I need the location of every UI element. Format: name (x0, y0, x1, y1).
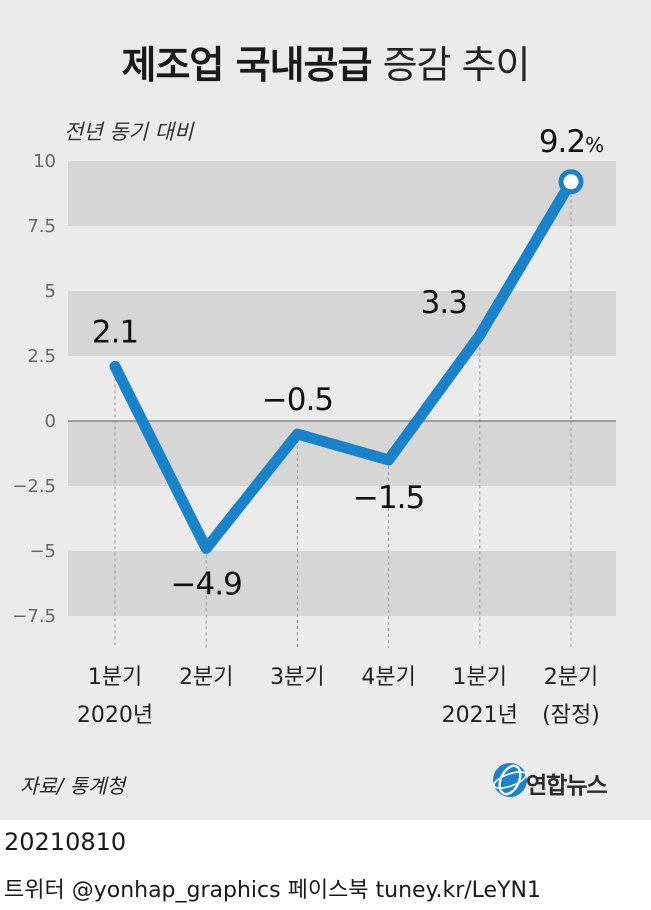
data-markers (558, 169, 584, 195)
data-label: 3.3 (421, 285, 467, 321)
grid-bands (68, 161, 616, 616)
x-category-label: 4분기 (361, 665, 415, 690)
data-label: −4.9 (171, 566, 242, 602)
x-category-label: 3분기 (270, 665, 324, 690)
x-category-sublabel: 2020년 (77, 703, 153, 728)
y-tick-label: 10 (33, 151, 56, 172)
y-tick-label: 2.5 (27, 346, 56, 367)
data-label: 9.2% (539, 124, 603, 160)
category-guide-lines (114, 181, 572, 648)
x-category-label: 1분기 (88, 665, 142, 690)
y-axis-ticks: 10 7.5 5 2.5 0 −2.5 −5 −7.5 (12, 151, 56, 627)
data-label: −1.5 (353, 480, 424, 516)
y-tick-label: 0 (45, 411, 56, 432)
y-axis-unit-label: 전년 동기 대비 (64, 120, 194, 144)
x-axis-categories: 1분기 2020년 2분기 3분기 4분기 1분기 2021년 2분기 (잠정) (77, 665, 600, 728)
publish-date: 20210810 (4, 828, 127, 856)
chart-title: 제조업 국내공급 증감 추이 (0, 34, 651, 89)
footer: 20210810 트위터 @yonhap_graphics 페이스북 tuney… (0, 820, 651, 910)
series-line (109, 176, 577, 554)
x-category-sublabel: 2021년 (442, 703, 518, 728)
data-label: −0.5 (262, 382, 333, 418)
y-tick-label: −7.5 (12, 606, 56, 627)
grid-band (68, 551, 616, 616)
grid-band (68, 161, 616, 226)
source-note: 자료/ 통계청 (20, 774, 126, 798)
end-point-marker (558, 169, 584, 195)
x-category-label: 2분기 (544, 665, 598, 690)
infographic-background: 제조업 국내공급 증감 추이 전년 동기 대비 10 7.5 5 2.5 0 −2.5 −5… (0, 0, 651, 820)
social-links: 트위터 @yonhap_graphics 페이스북 tuney.kr/LeYN1 (4, 878, 541, 903)
y-tick-label: −5 (29, 541, 56, 562)
data-labels: 2.1 −4.9 −0.5 −1.5 3.3 9.2% (92, 124, 604, 603)
x-category-label: 2분기 (179, 665, 233, 690)
yonhap-logo-text: 연합뉴스 (526, 773, 608, 799)
grid-band (68, 291, 616, 356)
data-label: 2.1 (92, 314, 138, 350)
y-tick-label: 7.5 (27, 216, 56, 237)
line-chart: 10 7.5 5 2.5 0 −2.5 −5 −7.5 2.1 −4.9 −0.5 −1.5 3.3 9… (12, 124, 616, 728)
x-category-sublabel: (잠정) (542, 703, 600, 728)
chart-title-strong: 제조업 국내공급 (121, 43, 373, 87)
y-tick-label: 5 (45, 281, 56, 302)
data-label-unit: % (585, 133, 603, 157)
y-tick-label: −2.5 (12, 476, 56, 497)
chart-title-light: 증감 추이 (382, 43, 531, 87)
x-category-label: 1분기 (453, 665, 507, 690)
yonhap-logo-icon (493, 763, 527, 797)
